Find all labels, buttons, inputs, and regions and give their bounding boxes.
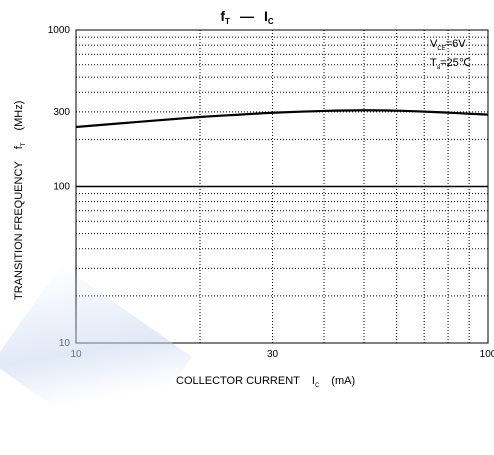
y-axis-label-unit: (MHz) [13,101,25,131]
y-tick-labels: 10 100 300 1000 [48,25,71,349]
x-axis-label-text: COLLECTOR CURRENT [176,375,300,387]
x-axis-label-var: I [312,375,315,387]
plot-frame [75,29,489,344]
x-tick-label: 100 [480,349,494,360]
x-tick-label: 10 [70,349,82,360]
y-axis-label-var-sub: T [21,142,27,146]
condition-vce-var: V [430,38,438,50]
condition-ta-var: T [430,57,437,69]
x-axis-label: COLLECTOR CURRENT IC (mA) [176,375,355,389]
condition-vce: VCE=6V [430,38,466,52]
series-line [75,109,489,129]
chart-title: fT — IC [220,8,273,26]
title-separator: — [240,8,254,24]
y-axis-label: TRANSITION FREQUENCY fT (MHz) [13,101,27,300]
title-second-sub: C [268,17,274,26]
y-tick-label: 300 [53,107,70,118]
condition-ta-sub: a [437,65,441,71]
y-axis-label-var: f [13,145,25,149]
x-axis-label-var-sub: C [315,383,320,389]
title-second-var: I [264,8,268,24]
y-tick-label: 10 [59,338,71,349]
y-axis-label-text: TRANSITION FREQUENCY [13,161,25,300]
condition-vce-value: =6V [446,38,467,50]
x-tick-labels: 10 30 100 [70,349,494,360]
y-tick-label: 100 [53,182,70,193]
y-tick-label: 1000 [48,25,71,36]
x-tick-label: 30 [267,349,279,360]
title-var-sub: T [225,17,230,26]
condition-vce-sub: CE [437,46,445,52]
condition-ta: Ta=25℃ [430,57,471,71]
title-var: f [220,8,225,24]
condition-ta-value: =25℃ [440,57,471,69]
x-axis-label-unit: (mA) [331,375,355,387]
grid-major [76,30,488,343]
